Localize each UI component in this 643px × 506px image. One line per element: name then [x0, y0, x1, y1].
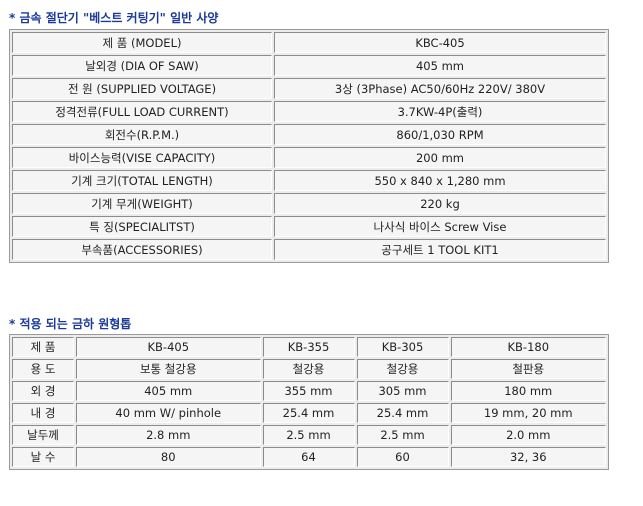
blade-label: 외 경	[12, 381, 74, 401]
blade-cell: 180 mm	[450, 381, 606, 401]
spec-row: 정격전류(FULL LOAD CURRENT) 3.7KW-4P(출력)	[12, 101, 606, 122]
blade-label: 날 수	[12, 447, 74, 467]
spec-row: 기계 크기(TOTAL LENGTH) 550 x 840 x 1,280 mm	[12, 170, 606, 191]
spec-label: 전 원 (SUPPLIED VOLTAGE)	[12, 78, 272, 99]
spec-label: 정격전류(FULL LOAD CURRENT)	[12, 101, 272, 122]
spec-value: 405 mm	[274, 55, 606, 76]
blade-cell: 철강용	[262, 359, 355, 379]
spec-value: KBC-405	[274, 32, 606, 53]
spec-value: 공구세트 1 TOOL KIT1	[274, 239, 606, 260]
blade-cell: 80	[76, 447, 261, 467]
blade-cell: KB-355	[262, 337, 355, 357]
blade-cell: 405 mm	[76, 381, 261, 401]
blade-row: 용 도 보통 철강용 철강용 철강용 철판용	[12, 359, 606, 379]
blade-cell: 305 mm	[356, 381, 449, 401]
blade-cell: 철판용	[450, 359, 606, 379]
spec-row: 기계 무게(WEIGHT) 220 kg	[12, 193, 606, 214]
spec-label: 회전수(R.P.M.)	[12, 124, 272, 145]
blade-row: 날 수 80 64 60 32, 36	[12, 447, 606, 467]
spec-label: 제 품 (MODEL)	[12, 32, 272, 53]
blade-row: 내 경 40 mm W/ pinhole 25.4 mm 25.4 mm 19 mm, …	[12, 403, 606, 423]
blade-cell: 355 mm	[262, 381, 355, 401]
spec-label: 특 징(SPECIALITST)	[12, 216, 272, 237]
spec-row: 바이스능력(VISE CAPACITY) 200 mm	[12, 147, 606, 168]
spec-table: 제 품 (MODEL) KBC-405 날외경 (DIA OF SAW) 405 mm…	[9, 29, 609, 263]
blade-cell: 2.8 mm	[76, 425, 261, 445]
spec-row: 날외경 (DIA OF SAW) 405 mm	[12, 55, 606, 76]
spec-label: 부속품(ACCESSORIES)	[12, 239, 272, 260]
blade-cell: 32, 36	[450, 447, 606, 467]
blade-cell: 2.0 mm	[450, 425, 606, 445]
blade-label: 내 경	[12, 403, 74, 423]
blade-cell: 25.4 mm	[262, 403, 355, 423]
spec-value: 3.7KW-4P(출력)	[274, 101, 606, 122]
spec-label: 기계 무게(WEIGHT)	[12, 193, 272, 214]
blade-label: 용 도	[12, 359, 74, 379]
blade-label: 제 품	[12, 337, 74, 357]
spec-label: 날외경 (DIA OF SAW)	[12, 55, 272, 76]
spec-row: 제 품 (MODEL) KBC-405	[12, 32, 606, 53]
spec-label: 바이스능력(VISE CAPACITY)	[12, 147, 272, 168]
blade-cell: 보통 철강용	[76, 359, 261, 379]
spec-label: 기계 크기(TOTAL LENGTH)	[12, 170, 272, 191]
spec-row: 부속품(ACCESSORIES) 공구세트 1 TOOL KIT1	[12, 239, 606, 260]
blade-label: 날두께	[12, 425, 74, 445]
blade-table: 제 품 KB-405 KB-355 KB-305 KB-180 용 도 보통 철강용 철강용 철…	[9, 334, 609, 470]
blade-cell: 64	[262, 447, 355, 467]
blade-cell: KB-405	[76, 337, 261, 357]
spec-value: 550 x 840 x 1,280 mm	[274, 170, 606, 191]
blade-cell: KB-305	[356, 337, 449, 357]
spec-value: 200 mm	[274, 147, 606, 168]
blade-cell: KB-180	[450, 337, 606, 357]
spec-value: 3상 (3Phase) AC50/60Hz 220V/ 380V	[274, 78, 606, 99]
blade-section-title: * 적용 되는 금하 원형톱	[9, 317, 132, 331]
spec-section-title: * 금속 절단기 "베스트 커팅기" 일반 사양	[9, 11, 219, 25]
spec-value: 나사식 바이스 Screw Vise	[274, 216, 606, 237]
spec-value: 860/1,030 RPM	[274, 124, 606, 145]
spec-row: 회전수(R.P.M.) 860/1,030 RPM	[12, 124, 606, 145]
blade-cell: 2.5 mm	[262, 425, 355, 445]
blade-cell: 2.5 mm	[356, 425, 449, 445]
blade-row: 날두께 2.8 mm 2.5 mm 2.5 mm 2.0 mm	[12, 425, 606, 445]
blade-cell: 철강용	[356, 359, 449, 379]
blade-row: 제 품 KB-405 KB-355 KB-305 KB-180	[12, 337, 606, 357]
blade-cell: 19 mm, 20 mm	[450, 403, 606, 423]
blade-row: 외 경 405 mm 355 mm 305 mm 180 mm	[12, 381, 606, 401]
blade-cell: 40 mm W/ pinhole	[76, 403, 261, 423]
spec-value: 220 kg	[274, 193, 606, 214]
blade-cell: 60	[356, 447, 449, 467]
spec-row: 특 징(SPECIALITST) 나사식 바이스 Screw Vise	[12, 216, 606, 237]
spec-row: 전 원 (SUPPLIED VOLTAGE) 3상 (3Phase) AC50/6…	[12, 78, 606, 99]
blade-cell: 25.4 mm	[356, 403, 449, 423]
